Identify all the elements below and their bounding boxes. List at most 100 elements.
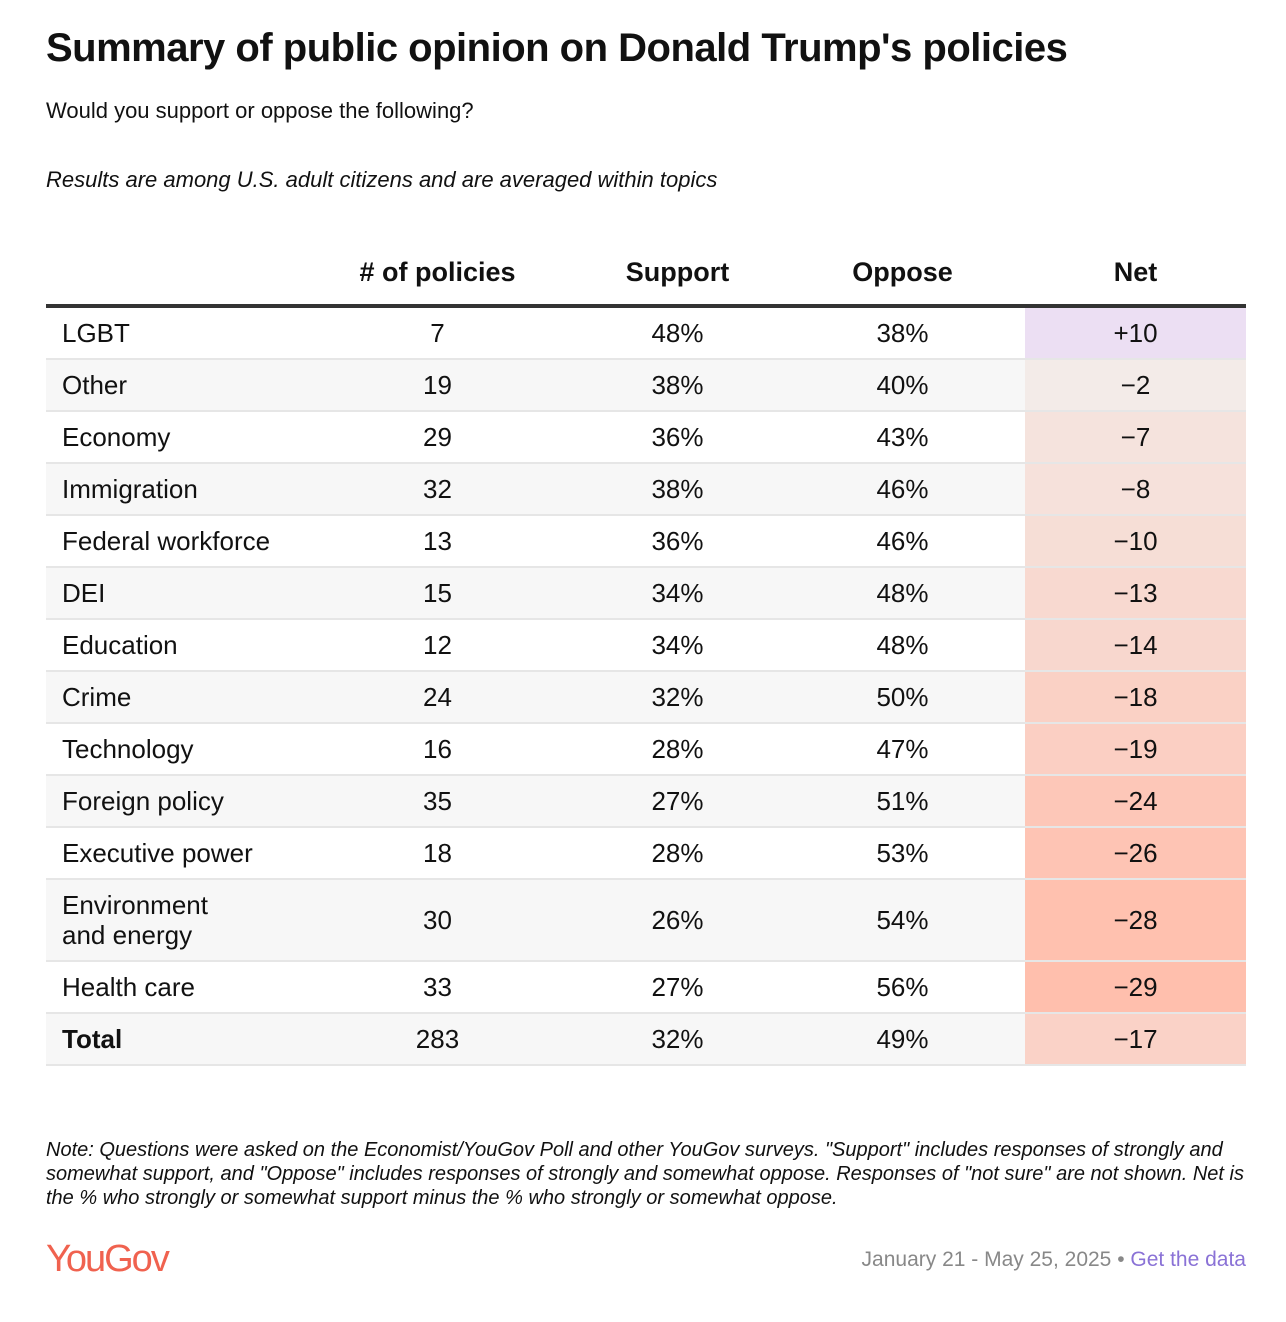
cell-support: 27% <box>575 961 780 1014</box>
get-data-link[interactable]: Get the data <box>1130 1248 1246 1271</box>
yougov-logo: YouGov <box>46 1238 170 1280</box>
cell-oppose: 48% <box>780 619 1025 672</box>
table-row: Other 19 38% 40% −2 <box>46 359 1246 412</box>
cell-policies: 12 <box>300 619 575 672</box>
cell-topic: Health care <box>46 961 300 1014</box>
table-row: Technology 16 28% 47% −19 <box>46 723 1246 776</box>
cell-support: 48% <box>575 306 780 360</box>
table-row: Health care 33 27% 56% −29 <box>46 961 1246 1014</box>
table-row: Total 283 32% 49% −17 <box>46 1013 1246 1066</box>
cell-policies: 19 <box>300 359 575 412</box>
cell-oppose: 51% <box>780 775 1025 828</box>
cell-support: 34% <box>575 619 780 672</box>
cell-topic: Environment and energy <box>46 879 300 962</box>
cell-support: 36% <box>575 515 780 568</box>
cell-oppose: 56% <box>780 961 1025 1014</box>
cell-support: 32% <box>575 1013 780 1066</box>
subtitle: Would you support or oppose the followin… <box>46 98 474 123</box>
cell-policies: 283 <box>300 1013 575 1066</box>
table-row: Environment and energy 30 26% 54% −28 <box>46 879 1246 962</box>
cell-net: −19 <box>1025 723 1246 776</box>
cell-net: −2 <box>1025 359 1246 412</box>
table-row: Crime 24 32% 50% −18 <box>46 671 1246 724</box>
cell-net: −13 <box>1025 567 1246 620</box>
cell-support: 38% <box>575 359 780 412</box>
cell-oppose: 49% <box>780 1013 1025 1066</box>
cell-topic: LGBT <box>46 306 300 360</box>
cell-oppose: 38% <box>780 306 1025 360</box>
cell-net: −28 <box>1025 879 1246 962</box>
cell-net: −18 <box>1025 671 1246 724</box>
cell-support: 36% <box>575 411 780 464</box>
cell-topic: Foreign policy <box>46 775 300 828</box>
header-net: Net <box>1025 240 1246 308</box>
cell-oppose: 46% <box>780 463 1025 516</box>
header-topic <box>46 240 300 308</box>
table-row: Executive power 18 28% 53% −26 <box>46 827 1246 880</box>
cell-topic-text: Environment and energy <box>62 890 208 950</box>
cell-net: −26 <box>1025 827 1246 880</box>
cell-policies: 15 <box>300 567 575 620</box>
table-row: Federal workforce 13 36% 46% −10 <box>46 515 1246 568</box>
cell-oppose: 43% <box>780 411 1025 464</box>
cell-net: −29 <box>1025 961 1246 1014</box>
cell-topic: Total <box>46 1013 300 1066</box>
cell-net: −17 <box>1025 1013 1246 1066</box>
cell-support: 38% <box>575 463 780 516</box>
cell-topic: Economy <box>46 411 300 464</box>
cell-net: −10 <box>1025 515 1246 568</box>
cell-topic: Education <box>46 619 300 672</box>
cell-topic: Executive power <box>46 827 300 880</box>
table-row: Immigration 32 38% 46% −8 <box>46 463 1246 516</box>
header-support: Support <box>575 240 780 308</box>
cell-policies: 33 <box>300 961 575 1014</box>
results-table: # of policies Support Oppose Net LGBT 7 48… <box>46 240 1246 1066</box>
cell-oppose: 50% <box>780 671 1025 724</box>
cell-support: 26% <box>575 879 780 962</box>
table-row: Foreign policy 35 27% 51% −24 <box>46 775 1246 828</box>
header-policies: # of policies <box>300 240 575 308</box>
cell-policies: 24 <box>300 671 575 724</box>
cell-net: −14 <box>1025 619 1246 672</box>
header-oppose: Oppose <box>780 240 1025 308</box>
cell-policies: 29 <box>300 411 575 464</box>
cell-oppose: 54% <box>780 879 1025 962</box>
cell-support: 34% <box>575 567 780 620</box>
cell-support: 27% <box>575 775 780 828</box>
table-row: DEI 15 34% 48% −13 <box>46 567 1246 620</box>
cell-topic: DEI <box>46 567 300 620</box>
cell-support: 28% <box>575 723 780 776</box>
cell-oppose: 46% <box>780 515 1025 568</box>
cell-policies: 35 <box>300 775 575 828</box>
cell-net: +10 <box>1025 306 1246 360</box>
table-row: Economy 29 36% 43% −7 <box>46 411 1246 464</box>
cell-support: 28% <box>575 827 780 880</box>
cell-net: −8 <box>1025 463 1246 516</box>
cell-policies: 7 <box>300 306 575 360</box>
footnote: Note: Questions were asked on the Econom… <box>46 1139 1244 1209</box>
cell-policies: 18 <box>300 827 575 880</box>
cell-policies: 32 <box>300 463 575 516</box>
cell-topic: Immigration <box>46 463 300 516</box>
cell-oppose: 40% <box>780 359 1025 412</box>
cell-net: −24 <box>1025 775 1246 828</box>
table-row: LGBT 7 48% 38% +10 <box>46 306 1246 360</box>
subtitle-note: Results are among U.S. adult citizens an… <box>46 167 718 192</box>
page-title: Summary of public opinion on Donald Trum… <box>46 26 1068 70</box>
cell-policies: 16 <box>300 723 575 776</box>
cell-topic: Crime <box>46 671 300 724</box>
date-range: January 21 - May 25, 2025 <box>861 1248 1112 1271</box>
cell-policies: 30 <box>300 879 575 962</box>
table-row: Education 12 34% 48% −14 <box>46 619 1246 672</box>
cell-net: −7 <box>1025 411 1246 464</box>
cell-topic: Technology <box>46 723 300 776</box>
separator: • <box>1111 1248 1131 1271</box>
cell-oppose: 48% <box>780 567 1025 620</box>
footer-meta: January 21 - May 25, 2025 • Get the data <box>862 1248 1246 1272</box>
cell-oppose: 47% <box>780 723 1025 776</box>
cell-topic: Federal workforce <box>46 515 300 568</box>
cell-policies: 13 <box>300 515 575 568</box>
cell-oppose: 53% <box>780 827 1025 880</box>
header-row: # of policies Support Oppose Net <box>46 240 1246 308</box>
